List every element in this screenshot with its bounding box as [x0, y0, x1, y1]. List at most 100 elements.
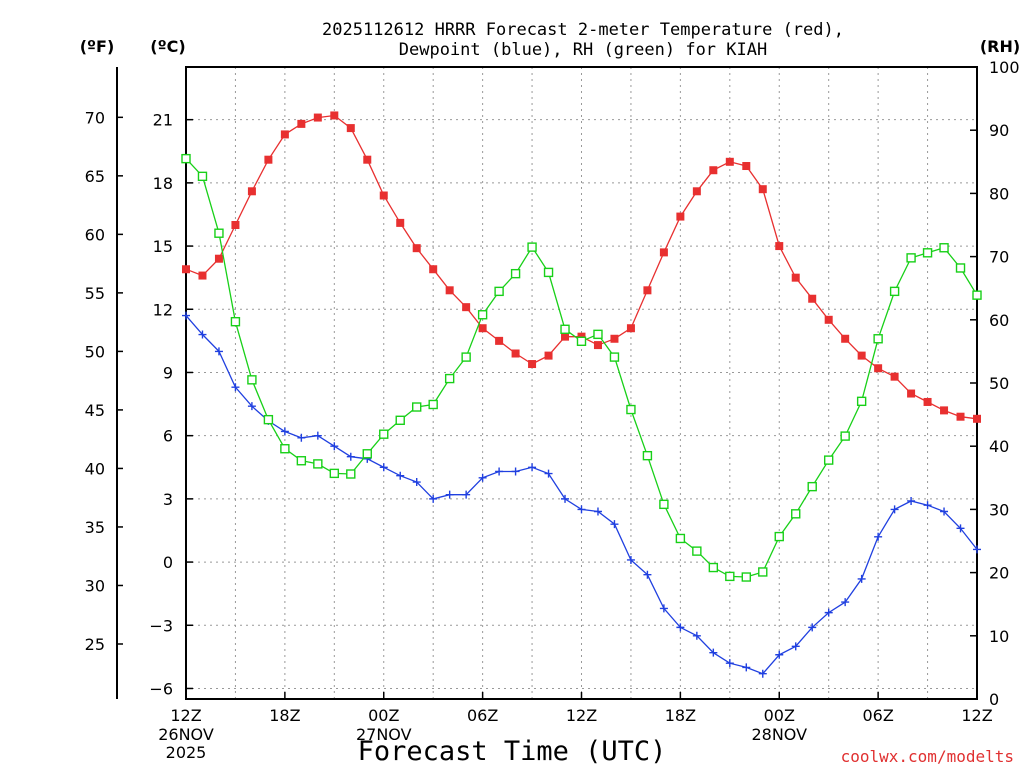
temperature-point — [561, 332, 570, 341]
rh-point — [296, 456, 307, 466]
rh-point — [444, 373, 455, 384]
x-tick-label: 18Z — [269, 706, 300, 725]
rh-point — [741, 572, 751, 582]
temperature-point — [462, 303, 471, 312]
dewpoint-point — [923, 501, 932, 510]
temperature-point — [841, 334, 850, 343]
celsius-tick-label: 0 — [163, 553, 173, 572]
celsius-tick-label: 18 — [153, 174, 173, 193]
rh-tick-label: 90 — [989, 121, 1009, 140]
dewpoint-point — [528, 463, 537, 472]
rh-tick-label: 20 — [989, 564, 1009, 583]
temperature-point — [264, 155, 273, 164]
dewpoint-point — [346, 452, 355, 461]
rh-point — [214, 228, 224, 238]
temperature-point — [528, 360, 537, 369]
dewpoint-point — [874, 532, 883, 541]
rh-tick-label: 70 — [989, 248, 1009, 267]
rh-point — [659, 499, 669, 510]
dewpoint-point — [676, 623, 685, 632]
celsius-tick-label: 9 — [163, 363, 173, 382]
chart-title-line-2: Dewpoint (blue), RH (green) for KIAH — [399, 40, 767, 60]
rh-point — [758, 567, 768, 577]
rh-tick-label: 10 — [989, 627, 1009, 646]
rh-unit-label: (RH) — [980, 37, 1020, 56]
dewpoint-point — [808, 623, 817, 632]
rh-point — [593, 329, 603, 340]
rh-point — [379, 429, 389, 439]
rh-point — [725, 571, 735, 582]
dewpoint-point — [610, 520, 619, 529]
rh-tick-label: 0 — [989, 690, 999, 709]
temperature-point — [379, 191, 388, 200]
dewpoint-point — [940, 507, 949, 516]
dewpoint-point — [182, 311, 190, 320]
dewpoint-point — [396, 471, 405, 480]
temperature-point — [396, 218, 405, 227]
temperature-point — [907, 389, 916, 398]
rh-point — [280, 444, 290, 454]
rh-point — [609, 352, 620, 362]
dewpoint-point — [775, 650, 784, 659]
celsius-tick-label: −3 — [149, 616, 173, 635]
rh-point — [873, 334, 883, 344]
celsius-tick-label: 12 — [153, 300, 173, 319]
rh-point — [247, 375, 257, 385]
x-tick-label: 12Z — [170, 706, 201, 725]
temperature-point — [775, 242, 784, 251]
celsius-tick-label: 3 — [163, 490, 173, 509]
temperature-point — [198, 271, 207, 280]
temperature-point — [676, 212, 685, 221]
temperature-point — [412, 244, 421, 253]
rh-point — [642, 450, 653, 461]
rh-point — [510, 268, 521, 279]
dewpoint-point — [890, 505, 899, 514]
rh-series — [181, 153, 982, 582]
dewpoint-point — [379, 463, 388, 472]
rh-point — [708, 562, 719, 573]
rh-point — [412, 402, 422, 412]
temperature-point — [363, 155, 372, 164]
temperature-point — [791, 273, 800, 282]
dewpoint-point — [824, 608, 833, 617]
rh-point — [263, 414, 274, 425]
x-tick-label: 06Z — [467, 706, 498, 725]
data-series — [181, 111, 982, 678]
dewpoint-point — [857, 574, 866, 583]
rh-point — [543, 267, 554, 278]
temperature-point — [445, 286, 454, 295]
temperature-point — [214, 254, 223, 263]
tick-labels: −6 −3 0 3 6 9 12 15 18 21 25 30 35 40 45 50 55 60 65 70 0 10 2… — [85, 58, 1020, 762]
temperature-point — [182, 265, 190, 274]
dewpoint-point — [742, 663, 751, 672]
dewpoint-point — [544, 469, 553, 478]
x-tick-label: 18Z — [665, 706, 696, 725]
temperature-point — [280, 130, 289, 139]
x-tick-label: 12Z — [961, 706, 992, 725]
rh-point — [922, 248, 933, 258]
chart-title-line-1: 2025112612 HRRR Forecast 2-meter Tempera… — [322, 20, 844, 40]
rh-point — [428, 399, 438, 410]
temperature-point — [346, 124, 355, 133]
rh-point — [823, 455, 834, 465]
rh-point — [955, 263, 966, 273]
rh-point — [494, 286, 504, 297]
rh-tick-label: 30 — [989, 500, 1009, 519]
x-tick-date-label: 28NOV — [751, 725, 807, 744]
fahrenheit-tick-label: 70 — [85, 108, 105, 127]
dewpoint-point — [511, 467, 520, 476]
rh-point — [395, 415, 405, 425]
fahrenheit-tick-label: 55 — [85, 284, 105, 303]
rh-point — [675, 533, 686, 544]
rh-point — [840, 431, 850, 441]
temperature-point — [923, 397, 932, 406]
dewpoint-point — [313, 431, 322, 440]
celsius-unit-label: (ºC) — [150, 37, 185, 56]
rh-point — [329, 468, 340, 479]
fahrenheit-tick-label: 45 — [85, 401, 105, 420]
temperature-point — [297, 119, 306, 128]
dewpoint-point — [791, 642, 800, 651]
rh-point — [346, 469, 356, 479]
dewpoint-point — [593, 507, 602, 516]
dewpoint-point — [462, 490, 471, 499]
